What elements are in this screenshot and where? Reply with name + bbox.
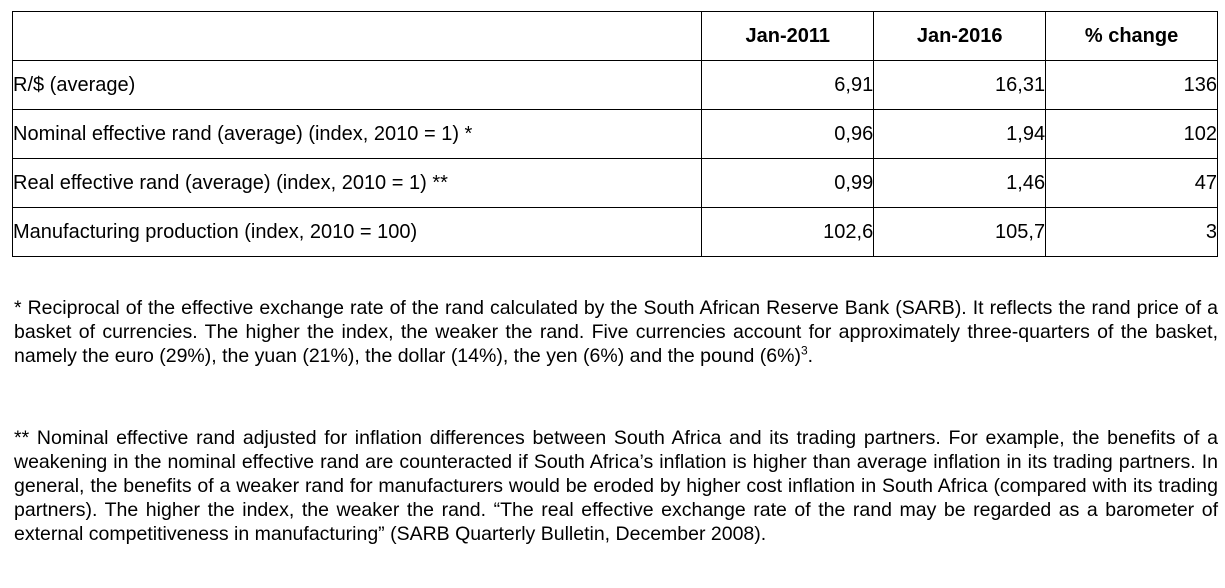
percent-change-value: 136 <box>1045 60 1218 110</box>
footnote-reference: 3 <box>800 343 808 358</box>
jan-2016-value: 1,46 <box>873 158 1047 208</box>
header-cell-jan-2016: Jan-2016 <box>873 11 1047 61</box>
percent-change-value: 47 <box>1045 158 1218 208</box>
row-label: Nominal effective rand (average) (index,… <box>11 109 703 159</box>
footnote-text: ** Nominal effective rand adjusted for i… <box>14 427 1218 545</box>
exchange-rate-table: Jan-2011 Jan-2016 % change R/$ (average)… <box>11 11 1218 257</box>
percent-change-value: 3 <box>1045 207 1218 257</box>
table-row: Real effective rand (average) (index, 20… <box>11 158 1218 208</box>
table-header-row: Jan-2011 Jan-2016 % change <box>11 11 1218 61</box>
table-row: R/$ (average) 6,91 16,31 136 <box>11 60 1218 110</box>
header-cell-percent-change: % change <box>1045 11 1218 61</box>
footnote-text: * Reciprocal of the effective exchange r… <box>14 297 1218 367</box>
table-row: Manufacturing production (index, 2010 = … <box>11 207 1218 257</box>
percent-change-value: 102 <box>1045 109 1218 159</box>
row-label: R/$ (average) <box>11 60 703 110</box>
footnote-real-effective-rand: ** Nominal effective rand adjusted for i… <box>14 426 1218 546</box>
header-cell-label <box>11 11 703 61</box>
jan-2011-value: 0,99 <box>701 158 875 208</box>
jan-2016-value: 16,31 <box>873 60 1047 110</box>
jan-2011-value: 102,6 <box>701 207 875 257</box>
jan-2016-value: 105,7 <box>873 207 1047 257</box>
jan-2011-value: 6,91 <box>701 60 875 110</box>
header-cell-jan-2011: Jan-2011 <box>701 11 875 61</box>
row-label: Manufacturing production (index, 2010 = … <box>11 207 703 257</box>
table-row: Nominal effective rand (average) (index,… <box>11 109 1218 159</box>
footnote-end: . <box>807 345 814 367</box>
row-label: Real effective rand (average) (index, 20… <box>11 158 703 208</box>
footnote-nominal-effective-rand: * Reciprocal of the effective exchange r… <box>14 296 1218 368</box>
jan-2011-value: 0,96 <box>701 109 875 159</box>
jan-2016-value: 1,94 <box>873 109 1047 159</box>
